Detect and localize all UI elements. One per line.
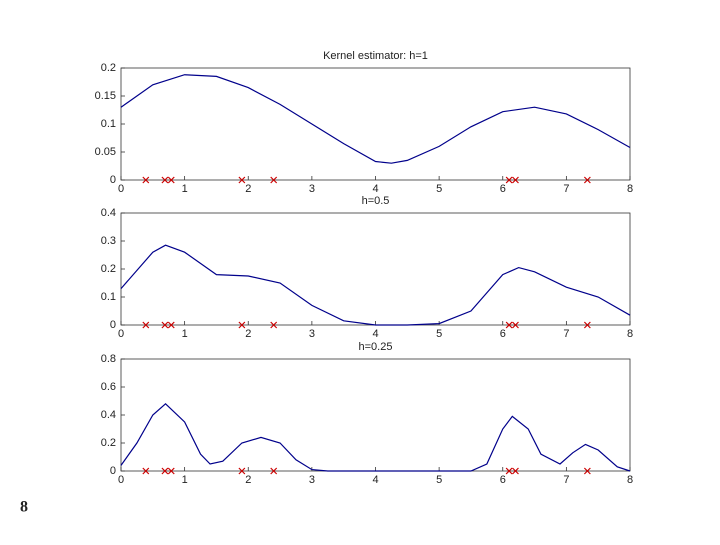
y-tick-label: 0.4	[101, 409, 116, 421]
x-tick-label: 1	[182, 328, 188, 340]
x-tick-label: 3	[309, 183, 315, 195]
sample-marker	[238, 321, 246, 329]
density-line	[120, 402, 631, 472]
x-tick-label: 2	[245, 183, 251, 195]
x-tick-label: 0	[118, 474, 124, 486]
sample-marker	[505, 321, 513, 329]
sample-marker	[238, 176, 246, 184]
sample-marker	[142, 467, 150, 475]
y-tick-label: 0.2	[101, 62, 116, 74]
y-tick-label: 0.15	[95, 90, 116, 102]
sample-marker	[161, 467, 169, 475]
chart-title: h=0.25	[359, 341, 393, 353]
sample-marker	[270, 176, 278, 184]
plot-frame	[120, 358, 631, 472]
x-tick-label: 3	[309, 328, 315, 340]
x-tick-label: 0	[118, 328, 124, 340]
x-tick-label: 7	[563, 183, 569, 195]
x-tick-label: 7	[563, 474, 569, 486]
x-tick-label: 0	[118, 183, 124, 195]
x-tick-label: 5	[436, 474, 442, 486]
sample-marker	[583, 176, 591, 184]
y-tick-label: 0	[110, 465, 116, 477]
y-tick-label: 0.4	[101, 207, 116, 219]
x-tick-label: 3	[309, 474, 315, 486]
x-tick-label: 1	[182, 474, 188, 486]
x-tick-label: 2	[245, 474, 251, 486]
sample-marker	[270, 321, 278, 329]
sample-marker	[505, 176, 513, 184]
x-tick-label: 4	[372, 183, 378, 195]
x-tick-label: 5	[436, 328, 442, 340]
sample-marker	[238, 467, 246, 475]
sample-marker	[583, 467, 591, 475]
sample-marker	[161, 176, 169, 184]
y-tick-label: 0.1	[101, 291, 116, 303]
sample-marker	[270, 467, 278, 475]
x-tick-label: 6	[500, 328, 506, 340]
x-tick-label: 6	[500, 183, 506, 195]
y-tick-label: 0	[110, 319, 116, 331]
sample-marker	[512, 176, 519, 184]
sample-marker	[512, 467, 519, 475]
x-tick-label: 5	[436, 183, 442, 195]
density-line	[120, 74, 631, 164]
x-tick-label: 7	[563, 328, 569, 340]
x-tick-label: 8	[627, 474, 633, 486]
y-tick-label: 0.1	[101, 118, 116, 130]
y-tick-label: 0.8	[101, 353, 116, 365]
y-tick-label: 0	[110, 174, 116, 186]
x-tick-label: 4	[372, 328, 378, 340]
sample-marker	[505, 467, 513, 475]
density-line	[120, 244, 631, 326]
sample-marker	[142, 321, 150, 329]
y-tick-label: 0.3	[101, 235, 116, 247]
x-tick-label: 8	[627, 183, 633, 195]
y-tick-label: 0.2	[101, 263, 116, 275]
y-tick-label: 0.05	[95, 146, 116, 158]
sample-marker	[161, 321, 169, 329]
sample-marker	[167, 176, 175, 184]
x-tick-label: 2	[245, 328, 251, 340]
sample-marker	[167, 467, 175, 475]
x-tick-label: 8	[627, 328, 633, 340]
sample-marker	[583, 321, 591, 329]
page-number: 8	[20, 499, 28, 516]
chart-title: Kernel estimator: h=1	[323, 50, 428, 62]
plot-frame	[120, 212, 631, 326]
x-tick-label: 6	[500, 474, 506, 486]
chart-title: h=0.5	[362, 195, 390, 207]
y-tick-label: 0.2	[101, 437, 116, 449]
x-tick-label: 1	[182, 183, 188, 195]
sample-marker	[142, 176, 150, 184]
plot-frame	[120, 67, 631, 181]
x-tick-label: 4	[372, 474, 378, 486]
sample-marker	[512, 321, 519, 329]
sample-marker	[167, 321, 175, 329]
y-tick-label: 0.6	[101, 381, 116, 393]
